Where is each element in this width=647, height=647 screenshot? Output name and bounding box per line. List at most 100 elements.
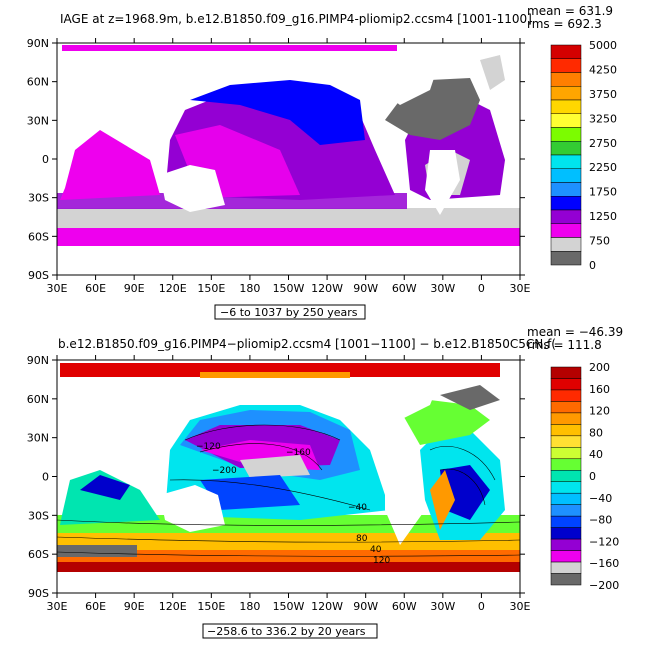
panel-2-mean: mean = −46.39 <box>527 325 623 339</box>
colorbar-label: 750 <box>589 235 610 248</box>
x-tick-label: 30E <box>510 600 531 613</box>
panel-2-contours <box>57 424 520 557</box>
colorbar-label: 1750 <box>589 186 617 199</box>
y-tick-label: 90N <box>27 37 49 50</box>
colorbar-swatch <box>550 127 582 142</box>
y-tick-label: 90N <box>27 354 49 367</box>
colorbar-label: 120 <box>589 405 610 418</box>
colorbar-swatch <box>550 504 582 517</box>
x-tick-label: 120W <box>311 282 343 295</box>
contour-label: 40 <box>370 545 382 555</box>
x-tick-label: 60E <box>85 282 106 295</box>
x-tick-label: 0 <box>478 600 485 613</box>
x-tick-label: 60W <box>392 600 417 613</box>
panel-1-indian-ocean <box>60 130 160 200</box>
x-tick-label: 60W <box>392 282 417 295</box>
colorbar-swatch <box>550 492 582 505</box>
x-tick-label: 30W <box>430 282 455 295</box>
x-tick-label: 150E <box>197 600 225 613</box>
x-tick-label: 90W <box>353 282 378 295</box>
colorbar-swatch <box>550 44 582 59</box>
colorbar-swatch <box>550 527 582 540</box>
panel-1: IAGE at z=1968.9m, b.e12.B1850.f09_g16.P… <box>27 4 617 320</box>
colorbar-swatch <box>550 573 582 586</box>
panel-1-colorbar: 5000 4250 3750 3250 2750 2250 1750 1250 750 0 <box>550 39 617 272</box>
x-tick-label: 30E <box>47 282 68 295</box>
panel-1-y-axis: 90N 60N 30N 0 30S 60S 90S <box>27 37 525 282</box>
colorbar-swatch <box>550 251 582 266</box>
colorbar-swatch <box>550 168 582 183</box>
colorbar-label: 0 <box>589 470 596 483</box>
x-tick-label: 30E <box>47 600 68 613</box>
colorbar-swatch <box>550 113 582 128</box>
x-tick-label: 180 <box>239 282 260 295</box>
colorbar-swatch <box>550 237 582 252</box>
colorbar-label: 2750 <box>589 137 617 150</box>
panel-2: b.e12.B1850.f09_g16.PIMP4−pliomip2.ccsm4… <box>27 325 623 639</box>
x-tick-label: 150E <box>197 282 225 295</box>
panel-2-x-axis: 30E 60E 90E 120E 150E 180 150W 120W 90W 60W 30W 0 30… <box>47 355 531 613</box>
x-tick-label: 180 <box>239 600 260 613</box>
colorbar-swatch <box>550 412 582 425</box>
colorbar-label: 0 <box>589 259 596 272</box>
y-tick-label: 60N <box>27 393 49 406</box>
x-tick-label: 120W <box>311 600 343 613</box>
colorbar-swatch <box>550 550 582 563</box>
panel-1-x-axis: 30E 60E 90E 120E 150E 180 150W 120W 90W 60W 30W 0 30… <box>47 38 531 295</box>
x-tick-label: 150W <box>273 600 305 613</box>
panel-2-rms: rms = 111.8 <box>527 338 602 352</box>
colorbar-label: 1250 <box>589 210 617 223</box>
contour-label: −120 <box>196 442 221 452</box>
colorbar-swatch <box>550 447 582 460</box>
y-tick-label: 30N <box>27 432 49 445</box>
y-tick-label: 60S <box>28 548 49 561</box>
contour-label: −160 <box>286 448 311 458</box>
colorbar-swatch <box>550 58 582 73</box>
colorbar-swatch <box>550 401 582 414</box>
colorbar-label: 160 <box>589 383 610 396</box>
x-tick-label: 30E <box>510 282 531 295</box>
y-tick-label: 0 <box>42 471 49 484</box>
colorbar-label: −40 <box>589 492 612 505</box>
colorbar-label: −200 <box>589 579 619 592</box>
colorbar-swatch <box>550 182 582 197</box>
panel-2-info: −258.6 to 336.2 by 20 years <box>207 625 366 638</box>
colorbar-swatch <box>550 561 582 574</box>
y-tick-label: 30S <box>28 509 49 522</box>
colorbar-swatch <box>550 223 582 238</box>
colorbar-label: 40 <box>589 448 603 461</box>
panel-1-title: IAGE at z=1968.9m, b.e12.B1850.f09_g16.P… <box>60 12 532 26</box>
colorbar-swatch <box>550 470 582 482</box>
x-tick-label: 120E <box>159 282 187 295</box>
x-tick-label: 30W <box>430 600 455 613</box>
colorbar-label: 3250 <box>589 112 617 125</box>
colorbar-swatch <box>550 481 582 494</box>
panel-2-y-axis: 90N 60N 30N 0 30S 60S 90S <box>27 354 525 600</box>
colorbar-swatch <box>550 141 582 156</box>
colorbar-swatch <box>550 366 582 379</box>
x-tick-label: 90W <box>353 600 378 613</box>
panel-1-rms: rms = 692.3 <box>527 17 602 31</box>
colorbar-label: −80 <box>589 514 612 527</box>
contour-label: 80 <box>356 534 368 544</box>
panel-2-title: b.e12.B1850.f09_g16.PIMP4−pliomip2.ccsm4… <box>58 337 556 351</box>
x-tick-label: 90E <box>124 282 145 295</box>
y-tick-label: 30S <box>28 192 49 205</box>
colorbar-label: −160 <box>589 557 619 570</box>
y-tick-label: 90S <box>28 269 49 282</box>
colorbar-label: 4250 <box>589 63 617 76</box>
colorbar-swatch <box>550 515 582 528</box>
x-tick-label: 60E <box>85 600 106 613</box>
colorbar-label: 3750 <box>589 88 617 101</box>
colorbar-label: 5000 <box>589 39 617 52</box>
x-tick-label: 120E <box>159 600 187 613</box>
colorbar-swatch <box>550 86 582 101</box>
colorbar-swatch <box>550 538 582 551</box>
panel-2-arctic <box>60 363 500 377</box>
colorbar-swatch <box>550 458 582 471</box>
colorbar-label: 2250 <box>589 161 617 174</box>
x-tick-label: 90E <box>124 600 145 613</box>
